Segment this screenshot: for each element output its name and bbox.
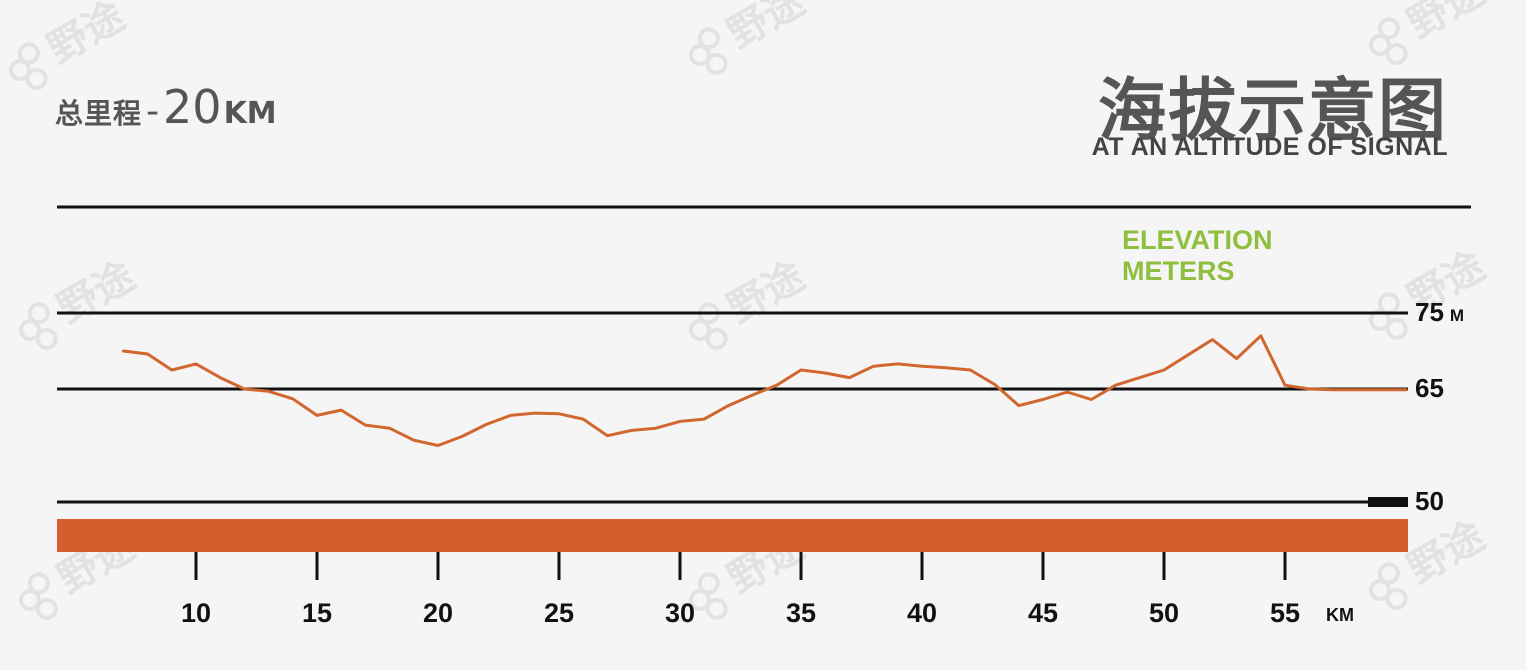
x-tick-label-15: 15 — [301, 598, 333, 628]
x-tick-label-20: 20 — [422, 598, 454, 628]
watermark-logo-mark — [19, 319, 41, 341]
watermark: 野途 — [19, 253, 142, 350]
x-tick-label-25: 25 — [543, 598, 575, 628]
x-tick-label-55: 55 — [1269, 598, 1301, 628]
watermark-logo-mark — [689, 319, 711, 341]
y-tick-label-50: 50 — [1415, 486, 1444, 517]
y-axis-unit: M — [1449, 306, 1465, 325]
watermark-logo-mark — [705, 52, 728, 75]
watermark: 野途 — [689, 253, 812, 350]
watermark-logo-mark — [1377, 17, 1400, 40]
watermark-text: 野途 — [720, 0, 812, 58]
watermark-logo-mark — [27, 302, 50, 325]
watermark-text: 野途 — [50, 253, 142, 333]
legend-line-1: ELEVATION — [1122, 225, 1273, 255]
watermark-logo-mark — [17, 42, 40, 65]
watermark-logo-mark — [1385, 317, 1408, 340]
watermark-logo-mark — [1377, 562, 1400, 585]
watermark-logo-mark — [697, 302, 720, 325]
chart-title: 海拔示意图 — [1097, 72, 1448, 151]
watermark-logo-mark — [697, 27, 720, 50]
watermark-text: 野途 — [1400, 513, 1492, 593]
watermark-logo-mark — [705, 597, 728, 620]
y-tick-value: 65 — [1415, 373, 1444, 403]
x-ticks — [194, 552, 1287, 580]
total-distance: 总里程 - 20 KM — [55, 80, 277, 134]
total-distance-value: 20 — [163, 80, 222, 134]
watermark-logo-mark — [1385, 587, 1408, 610]
x-tick-label-50: 50 — [1148, 598, 1180, 628]
axis-end-marker — [1368, 497, 1408, 507]
y-tick-value: 50 — [1415, 485, 1444, 516]
watermark-logo-mark — [27, 572, 50, 595]
x-tick-label-10: 10 — [180, 598, 212, 628]
distance-band — [57, 519, 1408, 552]
gridlines — [57, 311, 1408, 504]
legend: ELEVATION METERS — [1122, 225, 1273, 287]
watermark-logo-mark — [689, 589, 711, 611]
total-distance-dash: - — [146, 91, 160, 132]
x-axis-unit: KM — [1326, 605, 1354, 625]
x-tick-label-45: 45 — [1027, 598, 1059, 628]
watermark-logo-mark — [689, 44, 711, 66]
watermark-logo-mark — [25, 67, 48, 90]
total-distance-unit: KM — [223, 96, 277, 131]
y-tick-label-75: 75 M — [1415, 297, 1464, 328]
watermark-logo-mark — [1369, 34, 1391, 56]
elevation-line — [121, 334, 1408, 447]
watermark-logo-mark — [9, 59, 31, 81]
watermark: 野途 — [1369, 243, 1492, 340]
watermark-logo-mark — [1385, 42, 1408, 65]
watermark-logo-mark — [19, 589, 41, 611]
watermark-logo-mark — [697, 572, 720, 595]
x-tick-label-30: 30 — [664, 598, 696, 628]
watermark-logo-mark — [1369, 579, 1391, 601]
y-tick-value: 75 — [1415, 297, 1444, 327]
x-tick-label-40: 40 — [906, 598, 938, 628]
watermark-text: 野途 — [1400, 0, 1492, 48]
watermark-logo-mark — [35, 597, 58, 620]
watermark-text: 野途 — [40, 0, 132, 73]
total-distance-label: 总里程 — [55, 97, 143, 130]
watermark-logo-mark — [705, 327, 728, 350]
y-tick-label-65: 65 — [1415, 373, 1444, 404]
x-tick-label-35: 35 — [785, 598, 817, 628]
watermark: 野途 — [689, 0, 812, 75]
watermark-text: 野途 — [720, 253, 812, 333]
watermark-logo-mark — [1377, 292, 1400, 315]
legend-line-2: METERS — [1122, 256, 1235, 286]
watermark-logo-mark — [35, 327, 58, 350]
chart-subtitle: AT AN ALTITUDE OF SIGNAL — [1091, 133, 1448, 161]
